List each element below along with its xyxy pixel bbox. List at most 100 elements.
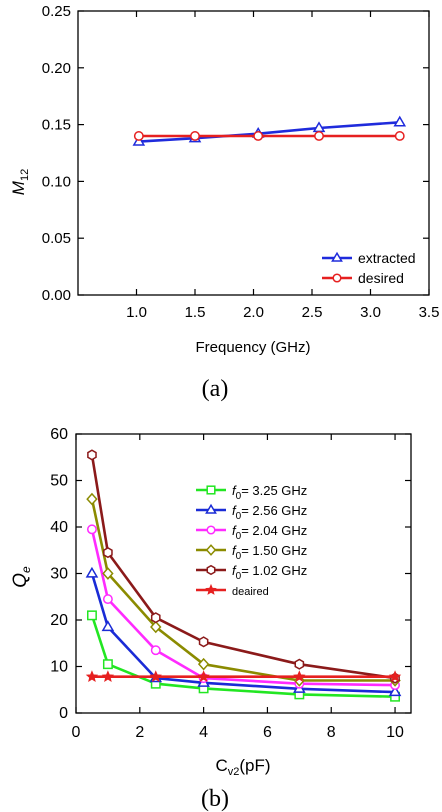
y-tick-label: 40 (50, 519, 68, 536)
data-point (198, 636, 209, 648)
data-point (314, 131, 324, 141)
x-tick-label: 8 (327, 724, 336, 741)
y-tick-label: 10 (50, 659, 68, 676)
panel-b-y-label-sub: e (19, 566, 33, 573)
legend-marker (205, 544, 217, 556)
data-point (293, 674, 306, 687)
legend-item: extracted (322, 250, 416, 266)
series-line (90, 614, 396, 698)
data-point (133, 131, 144, 141)
x-tick-label: 2.5 (302, 304, 323, 321)
panel-b-x-label-sub: v2 (228, 766, 240, 778)
legend-item: desired (322, 270, 404, 286)
data-point (87, 610, 97, 621)
data-point (87, 449, 97, 461)
series-line (90, 573, 396, 694)
series-line (90, 454, 396, 680)
legend-marker (205, 583, 217, 595)
legend-label: f0= 1.02 GHz (232, 563, 307, 582)
data-point (293, 670, 306, 682)
series-line (90, 498, 395, 682)
data-point (197, 657, 210, 671)
legend-item: f0= 1.02 GHz (196, 563, 307, 582)
data-point (85, 566, 99, 578)
data-point (150, 620, 162, 634)
data-point (87, 524, 97, 535)
y-tick-label: 0.20 (42, 60, 71, 77)
panel-a-ticks: 1.0 1.5 2.0 2.5 3.0 3.5 0.00 0.05 0.10 0.15 0.20 0.… (42, 3, 440, 321)
legend-item: f0= 2.04 GHz (196, 523, 307, 542)
panel-a: 1.0 1.5 2.0 2.5 3.0 3.5 0.00 0.05 0.10 0.15 0.20 0.… (9, 3, 439, 402)
y-tick-label: 0.00 (42, 287, 71, 304)
y-tick-label: 30 (50, 566, 68, 583)
y-tick-label: 0.10 (42, 173, 71, 190)
data-point (101, 670, 115, 682)
legend-item: f0= 3.25 GHz (196, 483, 307, 502)
svg-text:M12: M12 (9, 169, 31, 195)
legend-marker (206, 525, 216, 535)
x-tick-label: 6 (263, 724, 272, 741)
data-point (102, 594, 113, 605)
legend-item: f0= 1.50 GHz (196, 543, 307, 562)
legend-item: deaired (196, 583, 269, 598)
panel-a-series (132, 115, 407, 146)
series-3 (86, 492, 401, 687)
data-point (150, 612, 161, 624)
y-tick-label: 50 (50, 473, 68, 490)
series-line (138, 121, 400, 143)
panel-a-legend: extracted desired (322, 250, 416, 286)
y-tick-label: 0.15 (42, 117, 71, 134)
y-tick-label: 60 (50, 426, 68, 443)
panel-b-x-label-tail: (pF) (239, 756, 270, 775)
x-tick-label: 3.0 (360, 304, 381, 321)
data-point (150, 645, 161, 656)
series-1 (133, 131, 405, 141)
series-0 (132, 115, 407, 146)
data-point (85, 670, 99, 682)
data-point (394, 131, 405, 141)
series-5 (85, 670, 402, 682)
data-point (388, 670, 402, 682)
legend-label: desired (358, 270, 404, 286)
x-tick-label: 2.0 (243, 304, 264, 321)
y-tick-label: 0.05 (42, 230, 71, 247)
y-tick-label: 0 (59, 705, 68, 722)
panel-b-y-axis-label: Qe (10, 566, 33, 588)
legend-label: f0= 2.56 GHz (232, 503, 307, 522)
data-point (102, 659, 113, 670)
data-point (253, 131, 264, 141)
panel-a-y-label-sub: 12 (19, 169, 31, 181)
legend-label: f0= 1.50 GHz (232, 543, 307, 562)
y-tick-label: 20 (50, 612, 68, 629)
panel-b-ticks: 0 2 4 6 8 10 0 10 20 30 40 50 60 (50, 426, 411, 741)
x-tick-label: 2 (135, 724, 144, 741)
data-point (102, 567, 114, 580)
x-tick-label: 10 (386, 724, 404, 741)
panel-b-y-label-main: Q (10, 573, 31, 588)
data-point (190, 131, 200, 141)
legend-label: f0= 3.25 GHz (232, 483, 307, 502)
data-point (103, 547, 113, 559)
y-tick-label: 0.25 (42, 3, 71, 20)
legend-label: deaired (232, 586, 269, 598)
legend-marker (206, 485, 216, 495)
svg-text:Qe: Qe (10, 566, 33, 588)
legend-item: f0= 2.56 GHz (196, 503, 307, 522)
series-2 (87, 524, 400, 691)
data-point (86, 492, 98, 506)
legend-marker (332, 273, 342, 283)
panel-b-x-axis-label: Cv2(pF) (215, 756, 270, 778)
data-point (101, 620, 115, 632)
data-point (388, 685, 402, 697)
panel-a-x-axis-label: Frequency (GHz) (195, 339, 310, 356)
panel-a-y-label-main: M (9, 180, 28, 195)
legend-label: extracted (358, 250, 416, 266)
data-point (197, 670, 210, 682)
x-tick-label: 1.5 (185, 304, 206, 321)
x-tick-label: 3.5 (419, 304, 440, 321)
panel-a-label: (a) (202, 376, 229, 402)
legend-marker (205, 503, 217, 514)
